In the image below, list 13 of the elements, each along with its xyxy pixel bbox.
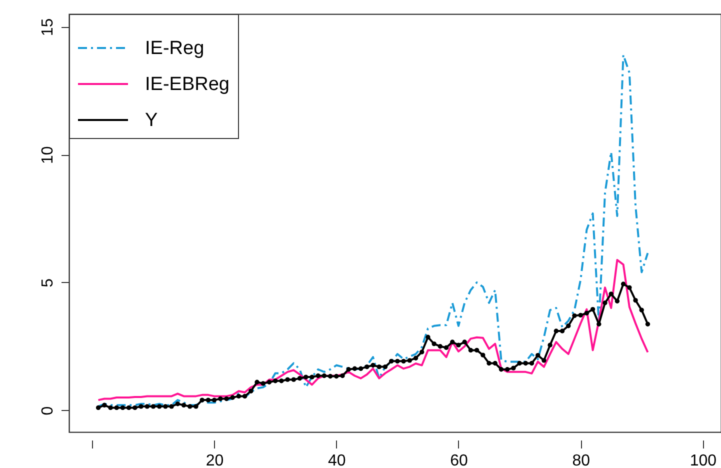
legend-label: IE-Reg xyxy=(145,38,204,59)
legend-label: Y xyxy=(145,110,158,131)
line-series xyxy=(97,258,649,402)
x-tick-label: 20 xyxy=(206,452,224,468)
legend-label: IE-EBReg xyxy=(145,74,230,95)
x-tick-label: 60 xyxy=(450,452,468,468)
x-tick-label: 40 xyxy=(328,452,346,468)
y-tick-label: 0 xyxy=(40,406,56,416)
y-tick-label: 5 xyxy=(40,278,56,288)
y-tick-label: 10 xyxy=(40,146,56,164)
y-tick-label: 15 xyxy=(40,18,56,36)
x-tick-label: 100 xyxy=(690,452,717,468)
x-tick-label: 80 xyxy=(572,452,590,468)
